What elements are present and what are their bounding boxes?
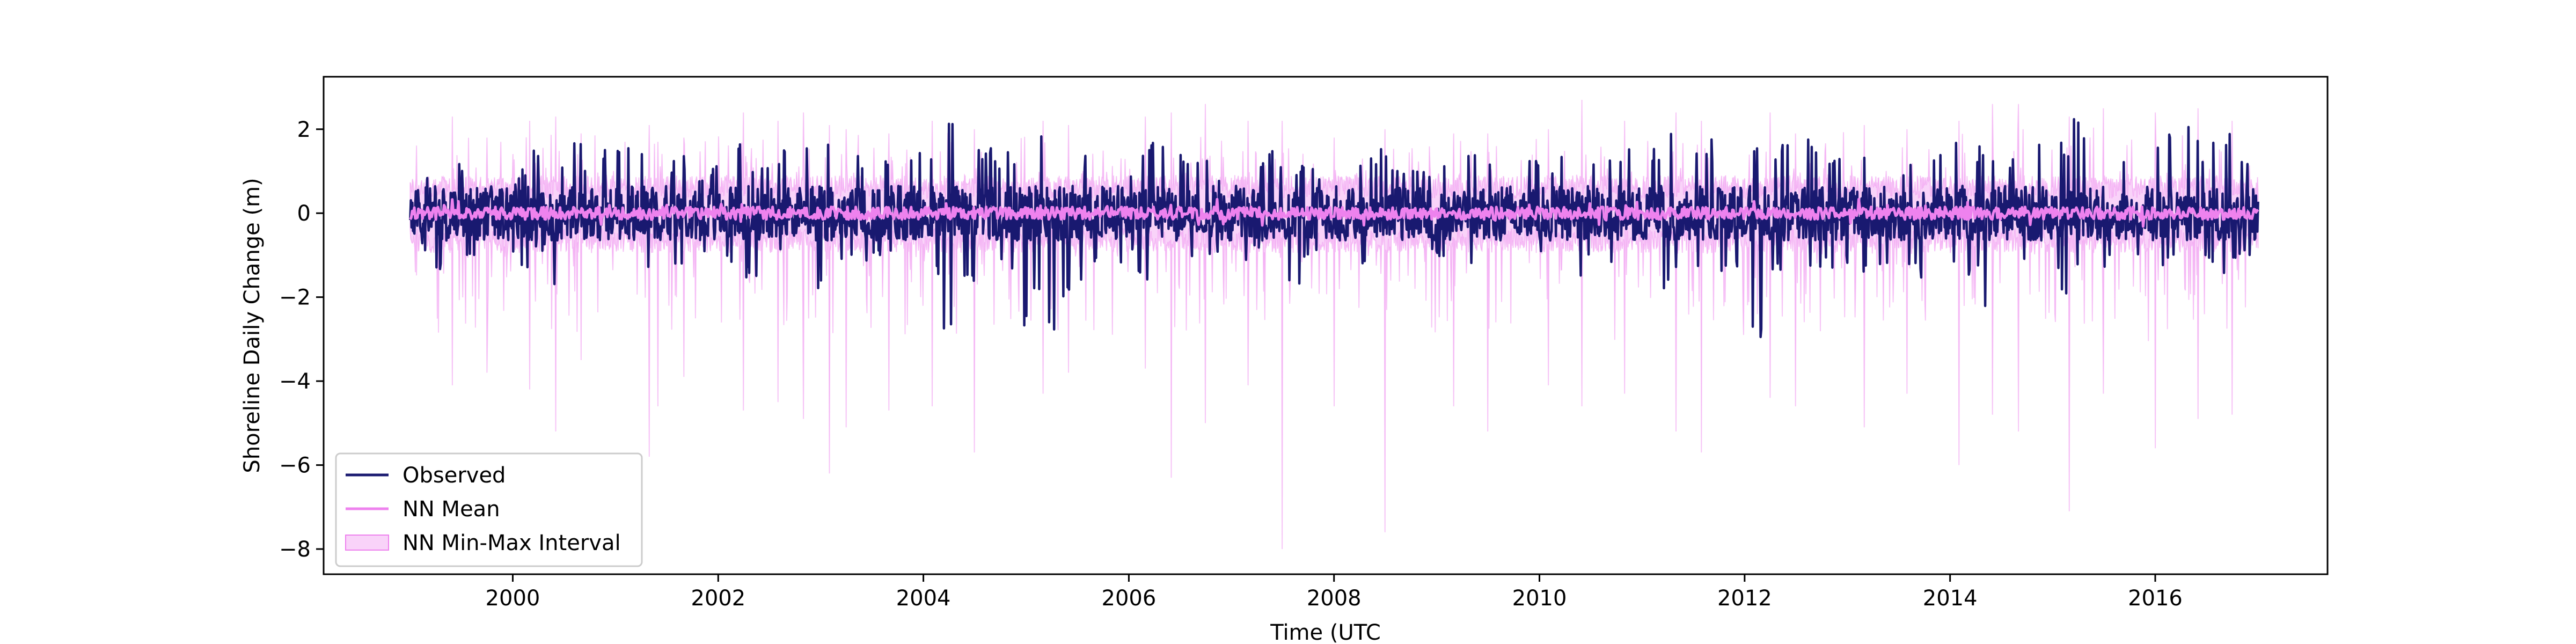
x-tick-label: 2004: [896, 586, 951, 611]
x-tick-label: 2008: [1307, 586, 1362, 611]
legend-box: [335, 452, 643, 567]
legend-label: Observed: [402, 463, 506, 488]
x-tick-label: 2006: [1102, 586, 1157, 611]
x-tick-label: 2002: [691, 586, 745, 611]
y-tick-label: −2: [279, 286, 311, 310]
x-tick-label: 2014: [1923, 586, 1978, 611]
legend-label: NN Mean: [402, 497, 500, 522]
x-tick-label: 2012: [1717, 586, 1772, 611]
plot-area: [409, 99, 2259, 550]
y-tick-label: −6: [279, 453, 311, 478]
nn-mean-series-line: [409, 197, 2259, 228]
legend-label: NN Min-Max Interval: [402, 531, 621, 555]
x-tick-label: 2016: [2128, 586, 2183, 611]
x-axis-label: Time (UTC: [1270, 620, 1381, 644]
y-tick-label: −4: [279, 369, 311, 394]
y-tick-label: 0: [297, 201, 311, 226]
axes-frame: [323, 76, 2329, 575]
axes: 2000 2002 2004 2006 2008 2010 2012 2014 2016 2 0 −2…: [240, 76, 2329, 644]
x-tick-label: 2010: [1512, 586, 1567, 611]
y-axis-label: Shoreline Daily Change (m): [240, 178, 265, 473]
legend: Observed NN Mean NN Min-Max Interval: [335, 452, 643, 567]
x-tick-label: 2000: [486, 586, 540, 611]
y-tick-label: −8: [279, 537, 311, 562]
y-tick-label: 2: [297, 118, 311, 142]
legend-swatch-nn-minmax-interval: [345, 535, 389, 551]
